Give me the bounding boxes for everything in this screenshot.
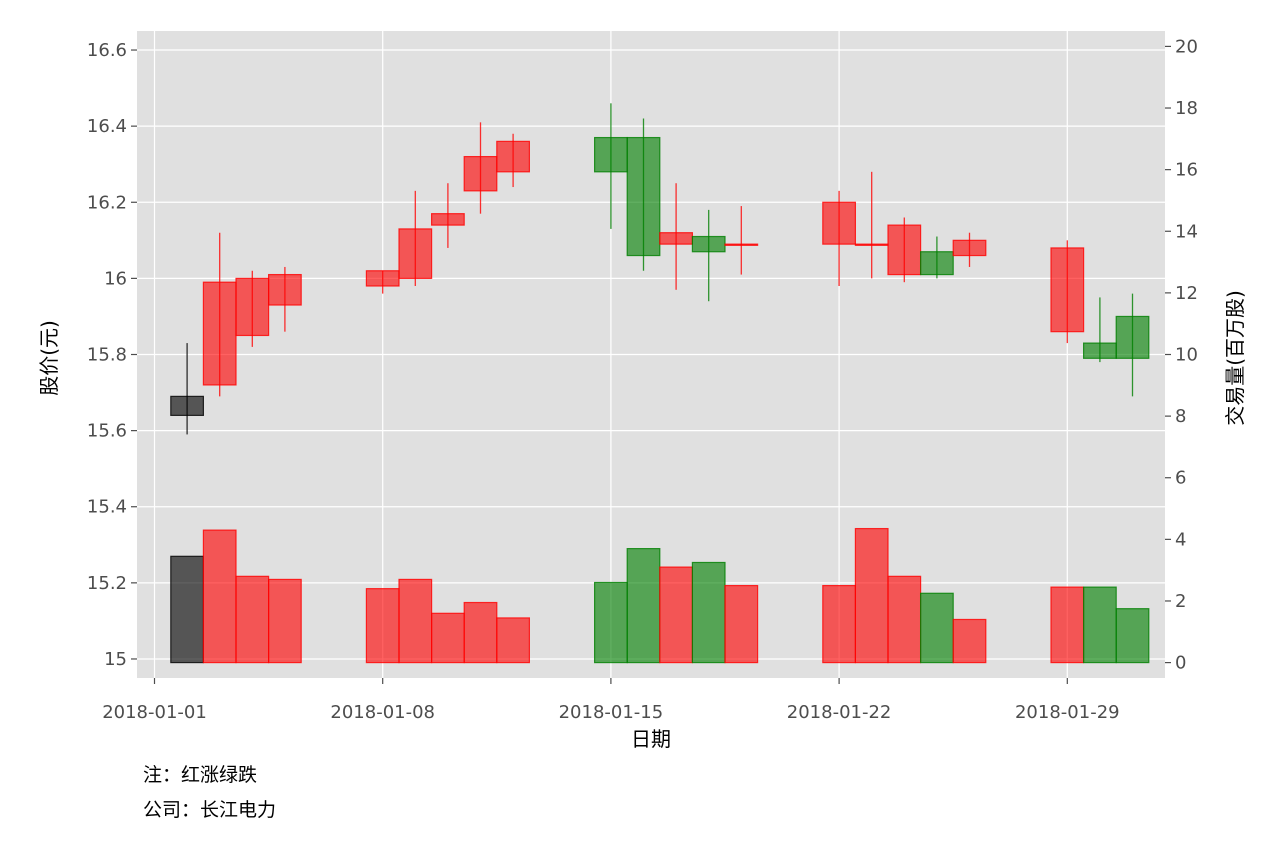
right-axis: 0 2 4 6 8 10 12 14 16 18 20 <box>1165 36 1198 674</box>
candle-body <box>593 136 628 173</box>
x-tick-label: 2018-01-22 <box>787 702 892 723</box>
y-right-tick-label: 16 <box>1175 160 1198 181</box>
y-axis-left-title: 股价(元) <box>37 320 61 396</box>
y-left-tick-label: 15.4 <box>87 497 127 518</box>
candle-body <box>822 201 856 245</box>
volume-bar <box>659 566 693 664</box>
y-right-tick-label: 2 <box>1175 591 1186 612</box>
y-left-tick-label: 15.8 <box>87 345 127 366</box>
candle-body <box>202 281 237 386</box>
volume-bar <box>202 529 237 664</box>
y-left-tick-label: 16 <box>104 268 127 289</box>
y-left-tick-label: 15.6 <box>87 421 127 442</box>
y-right-tick-label: 0 <box>1175 653 1186 674</box>
y-right-tick-label: 10 <box>1175 345 1198 366</box>
volume-bar <box>1050 586 1085 664</box>
volume-bar <box>822 584 856 664</box>
volume-bar <box>919 592 954 664</box>
x-axis-title: 日期 <box>631 727 671 751</box>
volume-bar <box>463 601 498 664</box>
volume-bar <box>431 612 465 664</box>
y-right-tick-label: 18 <box>1175 98 1198 119</box>
candle-body <box>365 270 400 287</box>
candle-body <box>887 224 922 276</box>
candle-body <box>1050 247 1085 333</box>
volume-bar <box>626 547 661 664</box>
volume-bar <box>593 581 628 664</box>
x-tick-label: 2018-01-15 <box>559 702 664 723</box>
y-axis-right-title: 交易量(百万股) <box>1223 290 1247 426</box>
x-tick-label: 2018-01-29 <box>1015 702 1120 723</box>
volume-bar <box>854 527 889 664</box>
candle-body <box>235 277 270 337</box>
candles <box>170 103 1150 435</box>
candle-body <box>952 239 987 257</box>
volume-bar <box>691 561 726 664</box>
x-tick-label: 2018-01-08 <box>330 702 435 723</box>
y-right-tick-label: 6 <box>1175 468 1186 489</box>
volume-bar <box>1115 608 1150 664</box>
volume-bar <box>724 584 759 664</box>
volume-bars <box>170 527 1150 664</box>
y-left-tick-label: 16.6 <box>87 40 127 61</box>
candle-body <box>626 136 661 257</box>
y-left-tick-label: 16.4 <box>87 116 127 137</box>
y-left-tick-label: 16.2 <box>87 192 127 213</box>
volume-bar <box>170 555 205 664</box>
y-right-tick-label: 12 <box>1175 283 1198 304</box>
candle-body <box>854 243 889 246</box>
note-company: 公司：长江电力 <box>143 799 277 821</box>
y-right-tick-label: 4 <box>1175 529 1186 550</box>
volume-bar <box>952 618 987 664</box>
volume-bar <box>365 588 400 664</box>
candle-body <box>431 213 465 226</box>
candle-body <box>170 395 205 416</box>
y-right-tick-label: 20 <box>1175 36 1198 57</box>
y-left-tick-label: 15.2 <box>87 573 127 594</box>
volume-bar <box>1082 586 1117 664</box>
candle-body <box>1115 315 1150 359</box>
candle-body <box>1082 342 1117 359</box>
candle-body <box>691 235 726 253</box>
volume-bar <box>887 575 922 664</box>
y-left-tick-label: 15 <box>104 649 127 670</box>
x-axis: 2018-01-01 2018-01-08 2018-01-15 2018-01-22… <box>102 678 1120 723</box>
candle-body <box>659 232 693 245</box>
candle-body <box>268 273 302 306</box>
candle-body <box>496 140 530 173</box>
x-tick-label: 2018-01-01 <box>102 702 207 723</box>
volume-bar <box>235 575 270 664</box>
y-right-tick-label: 14 <box>1175 221 1198 242</box>
candle-body <box>463 155 498 192</box>
volume-bar <box>496 617 530 664</box>
candle-body <box>724 243 759 246</box>
left-axis: 15 15.2 15.4 15.6 15.8 16 16.2 16.4 16.6 <box>87 40 137 670</box>
volume-bar <box>268 578 302 664</box>
y-right-tick-label: 8 <box>1175 406 1186 427</box>
volume-bar <box>398 578 433 664</box>
candle-body <box>919 251 954 276</box>
candle-body <box>398 228 433 279</box>
note-color-legend: 注：红涨绿跌 <box>143 764 258 786</box>
